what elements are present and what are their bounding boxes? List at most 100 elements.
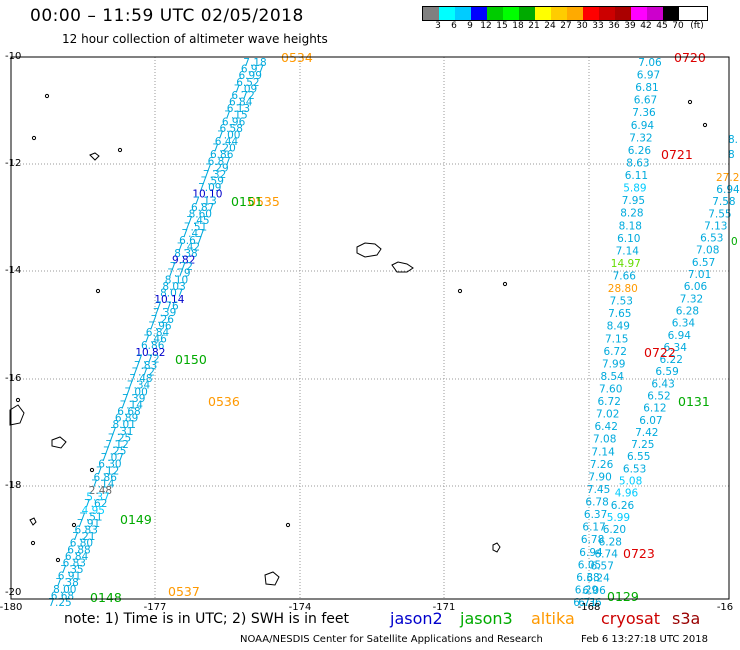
wave-height-value: 8.03 xyxy=(162,281,185,293)
legend-swatch xyxy=(663,7,679,20)
wave-height-value: 8.54 xyxy=(601,371,625,383)
wave-height-value: 7.83 xyxy=(134,360,157,372)
wave-height-value: 7.58 xyxy=(712,196,735,208)
wave-height-value: 4.95 xyxy=(82,505,105,517)
x-tick-label: -16 xyxy=(716,602,734,613)
wave-height-value: 7.42 xyxy=(177,241,200,253)
wave-height-value: 6.67 xyxy=(179,235,202,247)
wave-height-value: 6.07 xyxy=(639,415,662,427)
island-outline xyxy=(391,261,414,273)
wave-height-value: 8.63 xyxy=(626,158,649,170)
wave-height-value: 7.09 xyxy=(198,182,221,194)
wave-height-value: 6.12 xyxy=(643,403,666,415)
legend-swatch xyxy=(455,7,471,20)
island-outline xyxy=(264,571,280,586)
wave-height-value: 7.12 xyxy=(96,465,119,477)
wave-height-value: 6.05 xyxy=(578,559,601,571)
wave-height-value: 7.01 xyxy=(688,269,711,281)
legend-swatches xyxy=(422,6,708,21)
wave-height-value: 6.59 xyxy=(655,366,678,378)
wave-height-value: 8.10 xyxy=(165,274,188,286)
legend-swatch xyxy=(503,7,519,20)
generated-timestamp: Feb 6 13:27:18 UTC 2018 xyxy=(581,634,708,645)
wave-height-value: 7.36 xyxy=(632,107,656,119)
wave-height-value: 6.34 xyxy=(672,318,696,330)
legend-swatch xyxy=(583,7,599,20)
island-dot xyxy=(55,557,61,563)
wave-height-value: 7.34 xyxy=(127,380,151,392)
legend-tick-label: 45 xyxy=(656,21,668,31)
wave-height-value: 7.39 xyxy=(122,393,145,405)
wave-height-value: 6.58 xyxy=(220,123,243,135)
wave-height-value: 6.74 xyxy=(595,548,619,560)
wave-height-value: 6.94 xyxy=(631,120,655,132)
legend-swatch xyxy=(551,7,567,20)
pass-time-label: 0722 xyxy=(644,345,676,360)
pass-time-label: 0148 xyxy=(90,590,122,605)
island-dot xyxy=(89,467,95,473)
wave-height-value: 6.86 xyxy=(141,340,165,352)
island-dot xyxy=(30,540,36,546)
island-dot xyxy=(687,99,693,105)
wave-height-value: 7.48 xyxy=(129,373,152,385)
island-dot xyxy=(457,288,463,294)
legend-tick-label: 70 xyxy=(672,21,684,31)
wave-height-value: 6.17 xyxy=(582,522,605,534)
wave-height-value: 7.00 xyxy=(217,129,240,141)
wave-height-value: 7.96 xyxy=(148,320,172,332)
wave-height-value: 7.25 xyxy=(631,439,654,451)
wave-height-value: 6.34 xyxy=(664,342,688,354)
wave-height-value: 5.99 xyxy=(607,512,630,524)
y-tick-label: -18 xyxy=(5,480,22,491)
wave-height-value: 7.47 xyxy=(182,228,205,240)
wave-height-value: 7.29 xyxy=(205,162,228,174)
wave-height-value: 7.13 xyxy=(704,220,727,232)
wave-height-value: 7.51 xyxy=(184,222,207,234)
wave-height-value: 7.08 xyxy=(696,245,719,257)
wave-height-value: 6.43 xyxy=(651,378,674,390)
wave-height-value: 6.72 xyxy=(231,90,254,102)
wave-height-value: 7.60 xyxy=(599,384,622,396)
legend-tick-label: 18 xyxy=(512,21,524,31)
wave-height-value: 6.84 xyxy=(229,97,253,109)
island-outline xyxy=(9,404,25,426)
legend-unit: (ft) xyxy=(690,21,704,31)
island-dot xyxy=(71,522,77,528)
wave-height-value: 7.26 xyxy=(590,459,614,471)
legend-tick-label: 27 xyxy=(560,21,572,31)
wave-height-value: 6.97 xyxy=(241,64,264,76)
island-outline xyxy=(492,542,501,553)
wave-height-value: 8.49 xyxy=(607,321,630,333)
legend-swatch xyxy=(631,7,647,20)
pass-time-label: 0537 xyxy=(168,584,200,599)
wave-height-value: 7.72 xyxy=(170,261,193,273)
wave-height-value: 6.06 xyxy=(582,585,606,597)
wave-height-value: 7.31 xyxy=(110,426,133,438)
wave-height-value: 6.89 xyxy=(115,413,138,425)
wave-height-value: 7.15 xyxy=(224,110,247,122)
pass-time-label: 0536 xyxy=(208,394,240,409)
pass-time-label: 0721 xyxy=(661,147,693,162)
wave-height-value: 7.45 xyxy=(186,215,209,227)
wave-height-value: 6.20 xyxy=(603,524,626,536)
wave-height-value: 7.14 xyxy=(91,479,115,491)
island-dot xyxy=(95,288,101,294)
wave-height-value: 8.28 xyxy=(620,208,643,220)
wave-height-value: 6.28 xyxy=(676,306,699,318)
wave-height-value: 7.21 xyxy=(72,531,95,543)
wave-height-value: 7.02 xyxy=(596,409,619,421)
legend-tick-label: 12 xyxy=(480,21,492,31)
wave-height-value: 6.53 xyxy=(700,233,723,245)
wave-height-value: 6.67 xyxy=(634,95,657,107)
wave-height-value: 5.37 xyxy=(86,492,109,504)
wave-height-value: 7.55 xyxy=(708,208,731,220)
x-tick-label: -177 xyxy=(143,602,167,613)
island-outline xyxy=(29,517,37,526)
wave-height-value: 7.14 xyxy=(616,245,640,257)
wave-height-value: 6.84 xyxy=(146,327,170,339)
wave-height-value: 7.38 xyxy=(55,577,78,589)
wave-height-value: 7.06 xyxy=(638,57,662,69)
wave-height-value: 8.07 xyxy=(160,288,183,300)
grid xyxy=(11,57,729,599)
